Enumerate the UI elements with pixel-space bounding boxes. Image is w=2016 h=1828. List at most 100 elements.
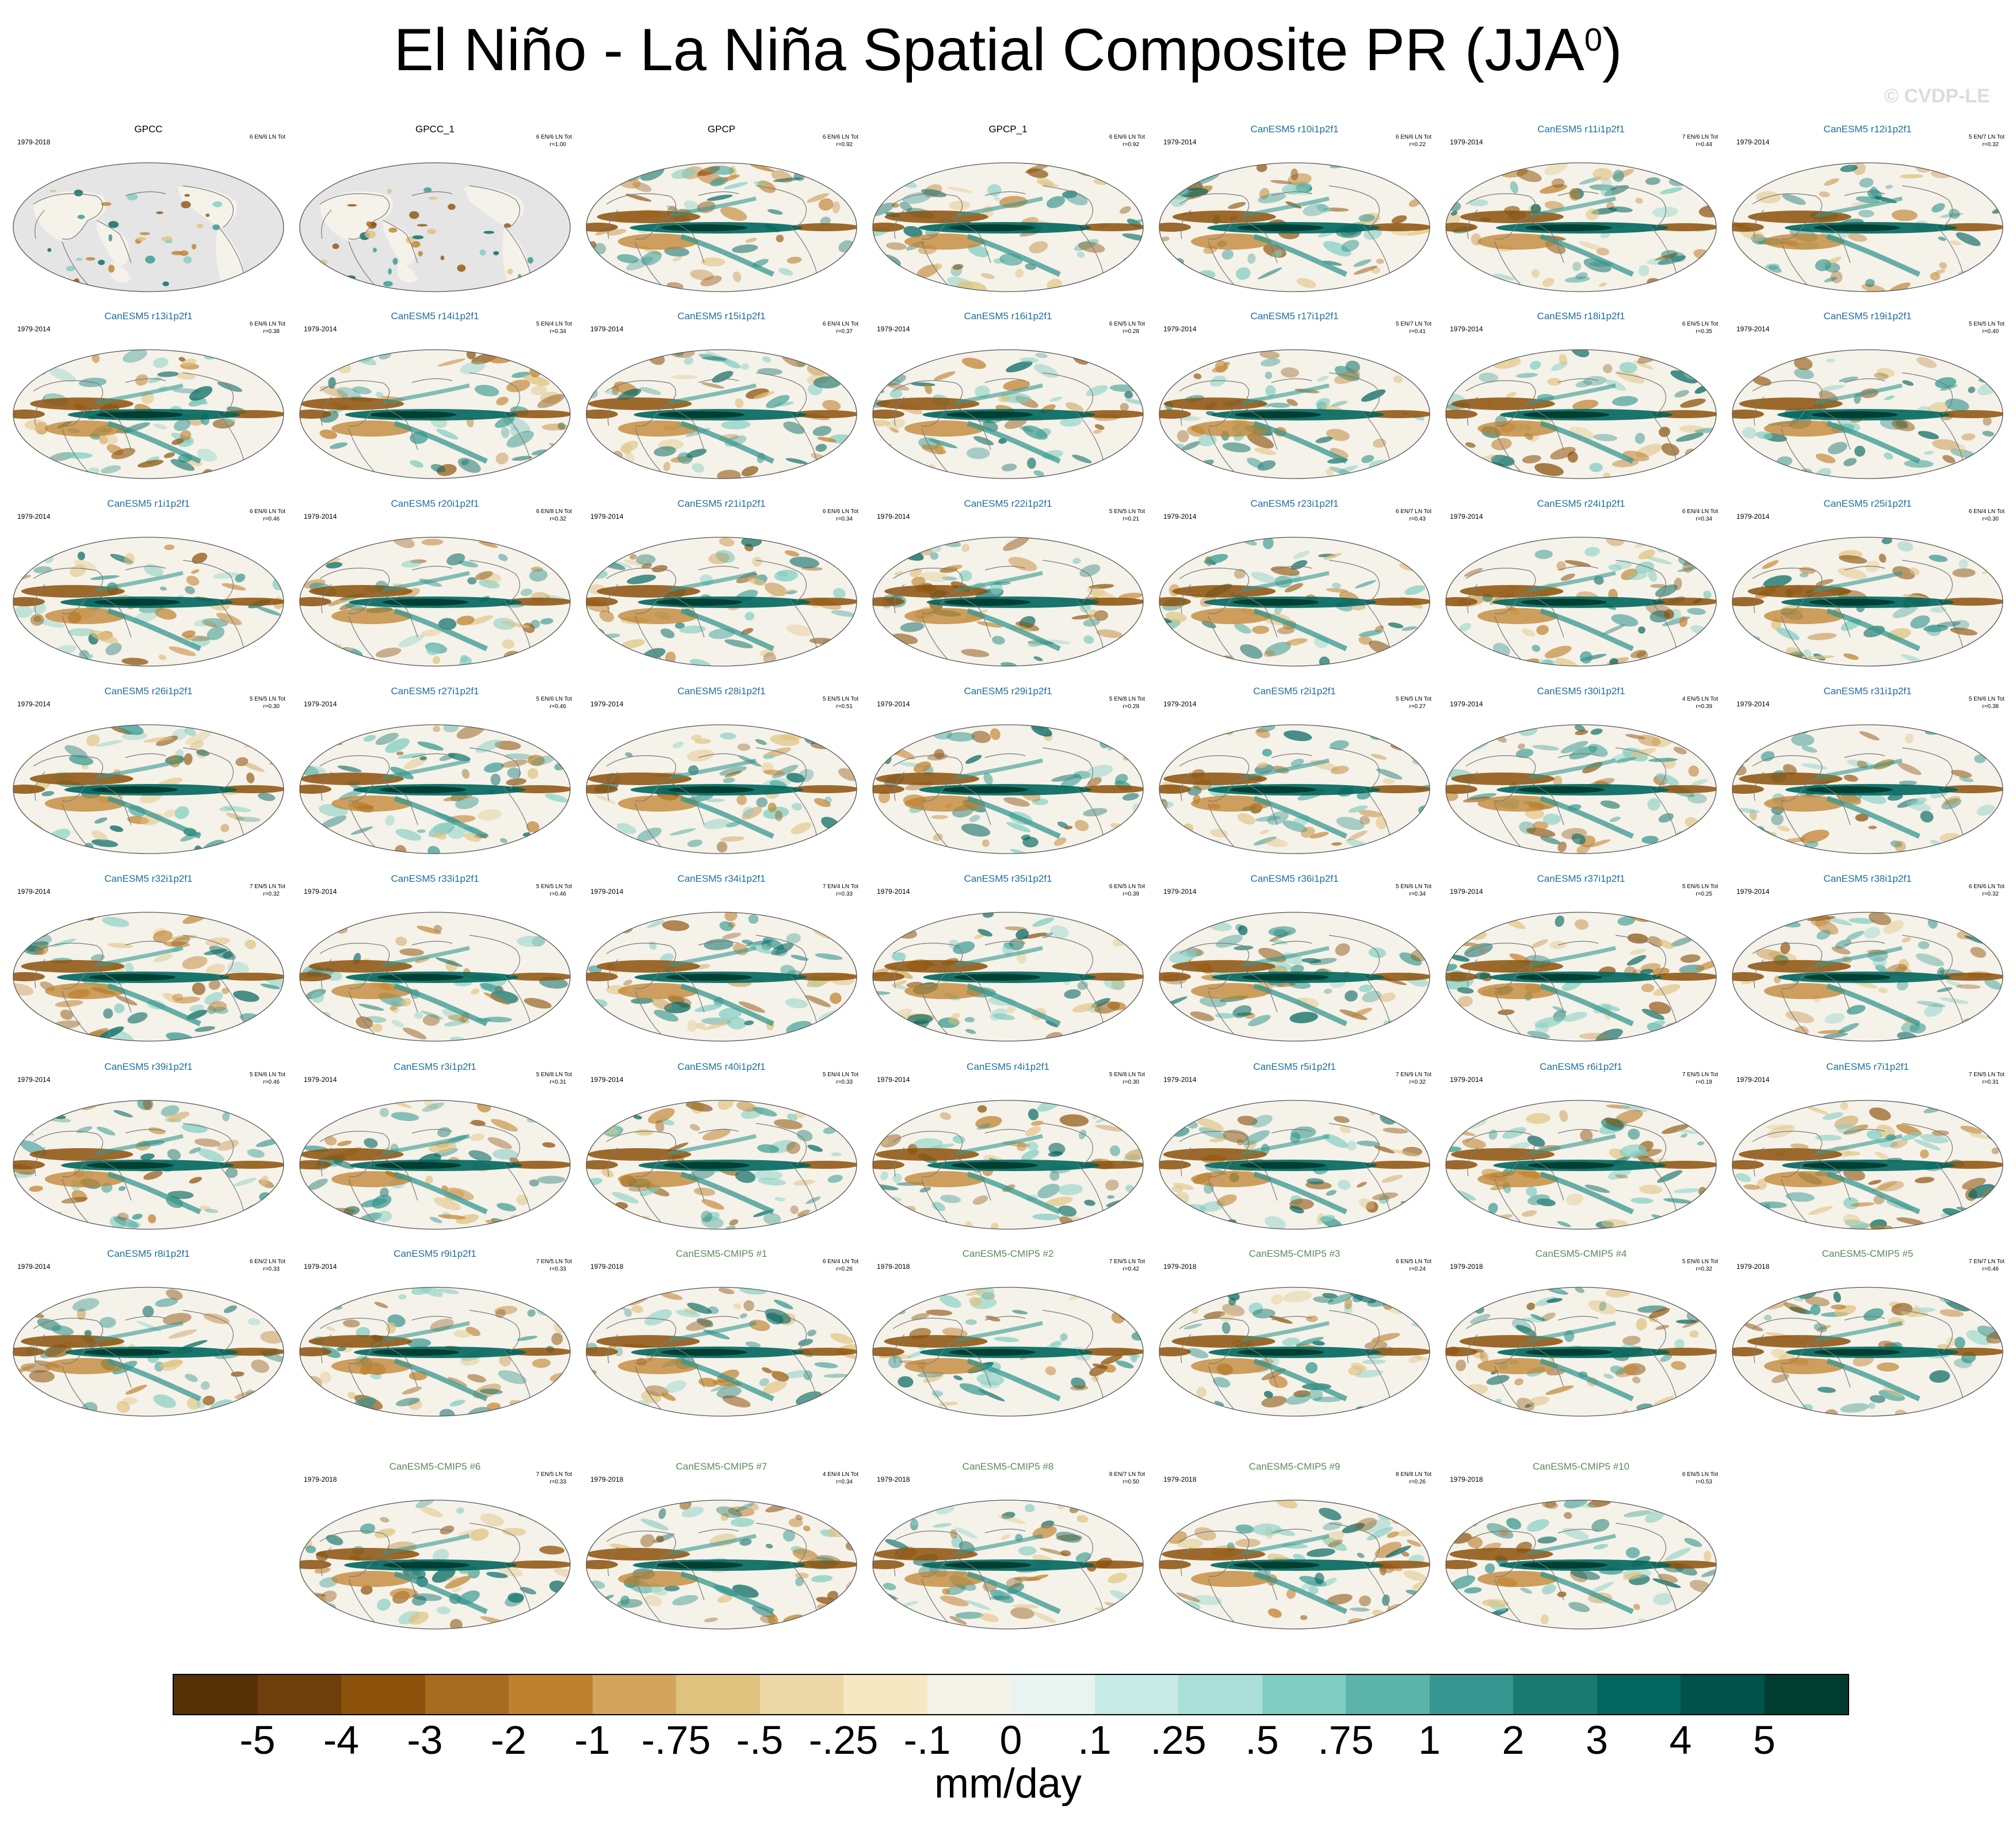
precip-anomaly-cell — [1526, 1519, 1549, 1532]
precip-anomaly-cell — [1767, 284, 1788, 292]
map-svg — [1159, 162, 1430, 292]
precip-anomaly-cell — [1680, 954, 1701, 963]
coastline — [96, 594, 132, 638]
coastline — [892, 943, 963, 989]
coastline — [755, 560, 807, 602]
coastline — [125, 378, 166, 383]
map-border — [299, 1287, 571, 1417]
precip-anomaly-cell — [1006, 1577, 1023, 1588]
precip-anomaly-cell — [40, 350, 70, 356]
map-panel: CanESM5 r8i1p2f1 1979-2014 6 EN/2 LN Tot r=… — [10, 1248, 287, 1435]
coastline — [1208, 1179, 1235, 1223]
precip-anomaly-cell — [1263, 651, 1275, 657]
coastline — [1781, 1366, 1808, 1410]
map-border — [872, 537, 1144, 667]
precip-anomaly-cell — [1330, 448, 1349, 458]
precip-anomaly-cell — [893, 980, 907, 986]
precip-anomaly-cell — [22, 1291, 49, 1300]
coastline — [1494, 428, 1521, 472]
precip-anomaly-cell — [13, 1298, 29, 1308]
panel-pattern-correlation: r=0.32 — [1409, 1079, 1426, 1085]
dry-anomaly-band — [618, 234, 698, 250]
precip-anomaly-cell — [204, 949, 227, 955]
precip-anomaly-cell — [1574, 919, 1589, 930]
panel-period: 1979-2018 — [877, 1263, 910, 1271]
precip-anomaly-cell — [1407, 1539, 1422, 1547]
precip-anomaly-cell — [249, 548, 268, 558]
coastline — [1181, 584, 1192, 614]
spcz-band — [680, 983, 774, 1027]
coastline — [1042, 935, 1093, 977]
precip-anomaly-cell — [437, 358, 466, 367]
coastline — [1181, 1334, 1192, 1364]
precip-anomaly-cell — [1374, 1542, 1402, 1558]
precip-anomaly-cell — [247, 836, 260, 848]
map-svg — [1732, 349, 2003, 479]
panel-event-counts: 6 EN/6 LN Tot — [822, 134, 858, 140]
dry-anomaly-band — [1077, 1348, 1143, 1356]
precip-anomaly-cell — [1630, 649, 1647, 659]
map-svg — [586, 537, 857, 667]
map-svg — [1159, 724, 1430, 854]
precip-anomaly-cell — [1282, 820, 1308, 832]
precip-anomaly-cell — [1895, 840, 1906, 852]
precip-anomaly-cell — [1388, 622, 1404, 629]
precip-anomaly-cell — [709, 165, 735, 175]
coastline — [1465, 1318, 1536, 1364]
precip-anomaly-cell — [1929, 1370, 1950, 1383]
precip-anomaly-cell — [727, 1017, 747, 1030]
precip-anomaly-cell — [1570, 1569, 1601, 1580]
precip-anomaly-cell — [1785, 1192, 1815, 1202]
precip-anomaly-cell — [165, 1116, 178, 1122]
precip-anomaly-cell — [586, 266, 605, 278]
precip-anomaly-cell — [1704, 1550, 1712, 1562]
dry-anomaly-band — [873, 785, 904, 794]
coastline — [1529, 782, 1564, 825]
precip-anomaly-cell — [1645, 556, 1672, 565]
panel-event-counts: 6 EN/6 LN Tot — [1109, 134, 1145, 140]
precip-anomaly-cell — [498, 1370, 527, 1385]
precip-anomaly-cell — [1902, 380, 1914, 386]
wet-anomaly-band — [1239, 1162, 1326, 1169]
precip-anomaly-cell — [1968, 1184, 1995, 1199]
wet-anomaly-band — [96, 411, 183, 418]
spcz-band — [967, 420, 1061, 464]
precip-anomaly-cell — [1199, 996, 1227, 1008]
coastline — [755, 185, 807, 228]
dry-anomaly-band — [1650, 1348, 1716, 1356]
precip-anomaly-cell — [1761, 1294, 1777, 1303]
coastline — [608, 771, 618, 801]
precip-anomaly-cell — [982, 839, 990, 847]
panel-period: 1979-2018 — [1450, 1263, 1483, 1271]
precip-anomaly-cell — [1527, 1031, 1550, 1039]
precip-anomaly-cell — [1076, 251, 1085, 258]
coastline — [669, 220, 705, 263]
map-border — [13, 349, 284, 479]
precip-anomaly-cell — [1520, 1588, 1533, 1594]
precip-anomaly-cell — [1896, 1217, 1925, 1225]
precip-anomaly-cell — [117, 1213, 129, 1221]
precip-anomaly-cell — [343, 1319, 360, 1328]
precip-anomaly-cell — [1771, 813, 1784, 825]
precip-anomaly-cell — [1074, 239, 1099, 251]
precip-anomaly-cell — [770, 1370, 788, 1378]
precip-anomaly-cell — [1680, 398, 1706, 408]
panel-event-counts: 6 EN/8 LN Tot — [536, 508, 572, 515]
precip-anomaly-cell — [461, 768, 470, 779]
map-border — [586, 537, 857, 667]
precip-anomaly-cell — [1359, 1198, 1374, 1210]
coastline — [1271, 191, 1312, 196]
precip-anomaly-cell — [830, 843, 852, 854]
coastline — [1815, 594, 1851, 638]
map-border — [586, 1100, 857, 1230]
precip-anomaly-cell — [148, 1214, 156, 1223]
precip-anomaly-cell — [1446, 963, 1457, 972]
precip-anomaly-cell — [180, 430, 192, 441]
precip-anomaly-cell — [1358, 630, 1383, 637]
panel-event-counts: 7 EN/5 LN Tot — [536, 1259, 572, 1265]
precip-anomaly-cell — [1212, 1290, 1223, 1297]
precip-anomaly-cell — [1648, 1307, 1670, 1318]
colorbar-box — [1513, 1675, 1597, 1714]
precip-anomaly-cell — [910, 1520, 919, 1526]
precip-anomaly-cell — [451, 1587, 463, 1592]
